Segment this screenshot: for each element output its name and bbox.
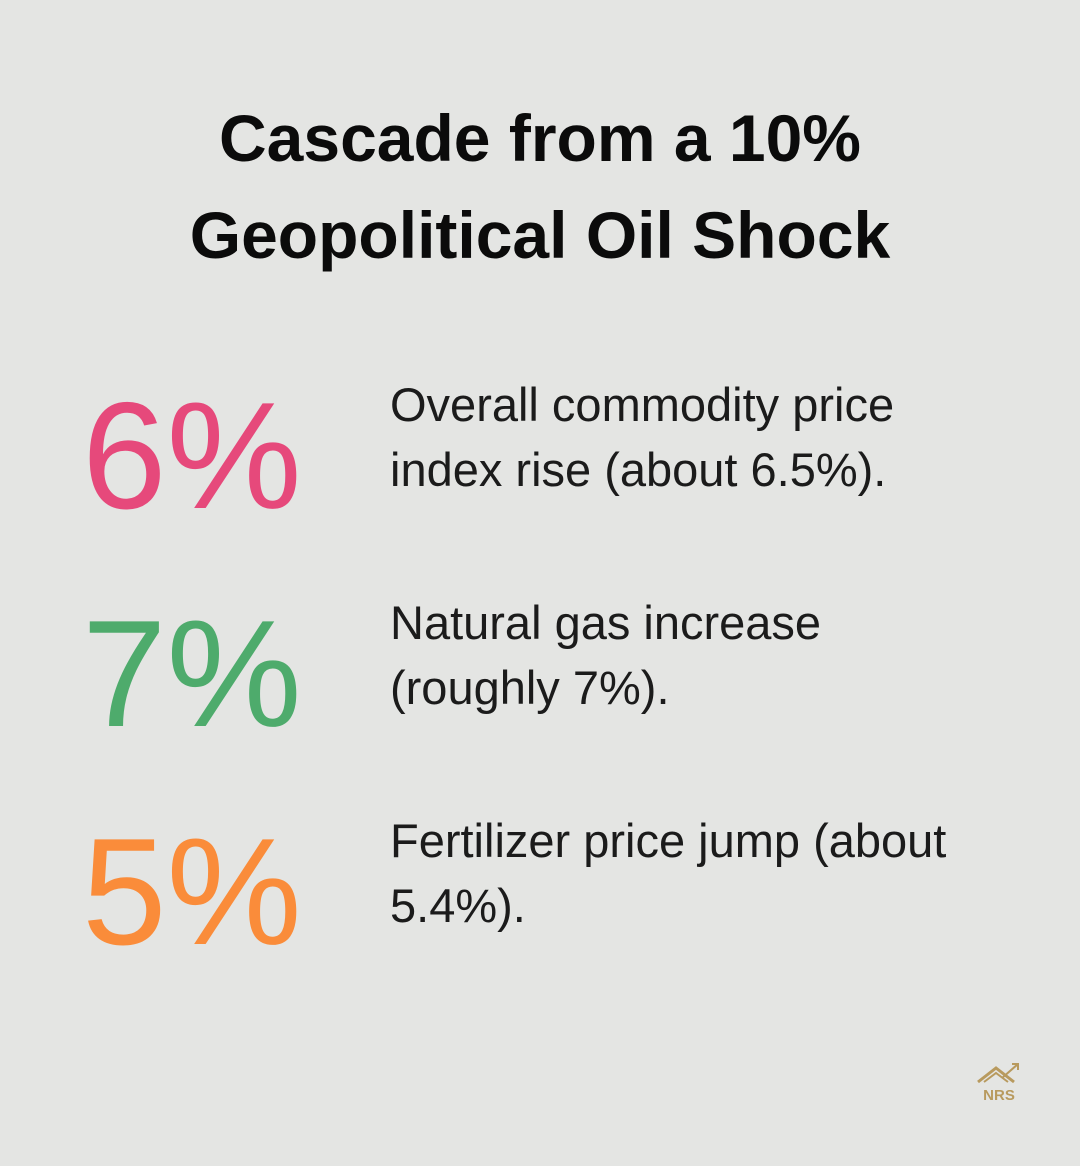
logo-text: NRS <box>983 1087 1015 1104</box>
title-line: Geopolitical Oil Shock <box>189 198 891 272</box>
title-line: Cascade from a 10% <box>219 101 861 175</box>
description-line: 5.4%). <box>390 879 526 932</box>
logo-arrow <box>1001 1063 1019 1079</box>
description-line: index rise (about 6.5%). <box>390 443 887 496</box>
description-line: (roughly 7%). <box>390 661 670 714</box>
stat-description: Overall commodity price index rise (about… <box>390 372 894 502</box>
description-line: Natural gas increase <box>390 596 822 649</box>
title: Cascade from a 10% Geopolitical Oil Shock <box>0 90 1080 284</box>
logo-roof-inner <box>983 1071 1009 1083</box>
stat-value: 7% <box>82 589 302 759</box>
logo-roof <box>977 1066 1015 1084</box>
stat-description: Fertilizer price jump (about 5.4%). <box>390 808 946 938</box>
description-line: Overall commodity price <box>390 378 895 431</box>
stat-description: Natural gas increase (roughly 7%). <box>390 590 821 720</box>
description-line: Fertilizer price jump (about <box>390 814 947 867</box>
logo: NRS <box>977 1063 1019 1104</box>
stat-value: 5% <box>82 807 302 977</box>
stat-value: 6% <box>82 371 302 541</box>
